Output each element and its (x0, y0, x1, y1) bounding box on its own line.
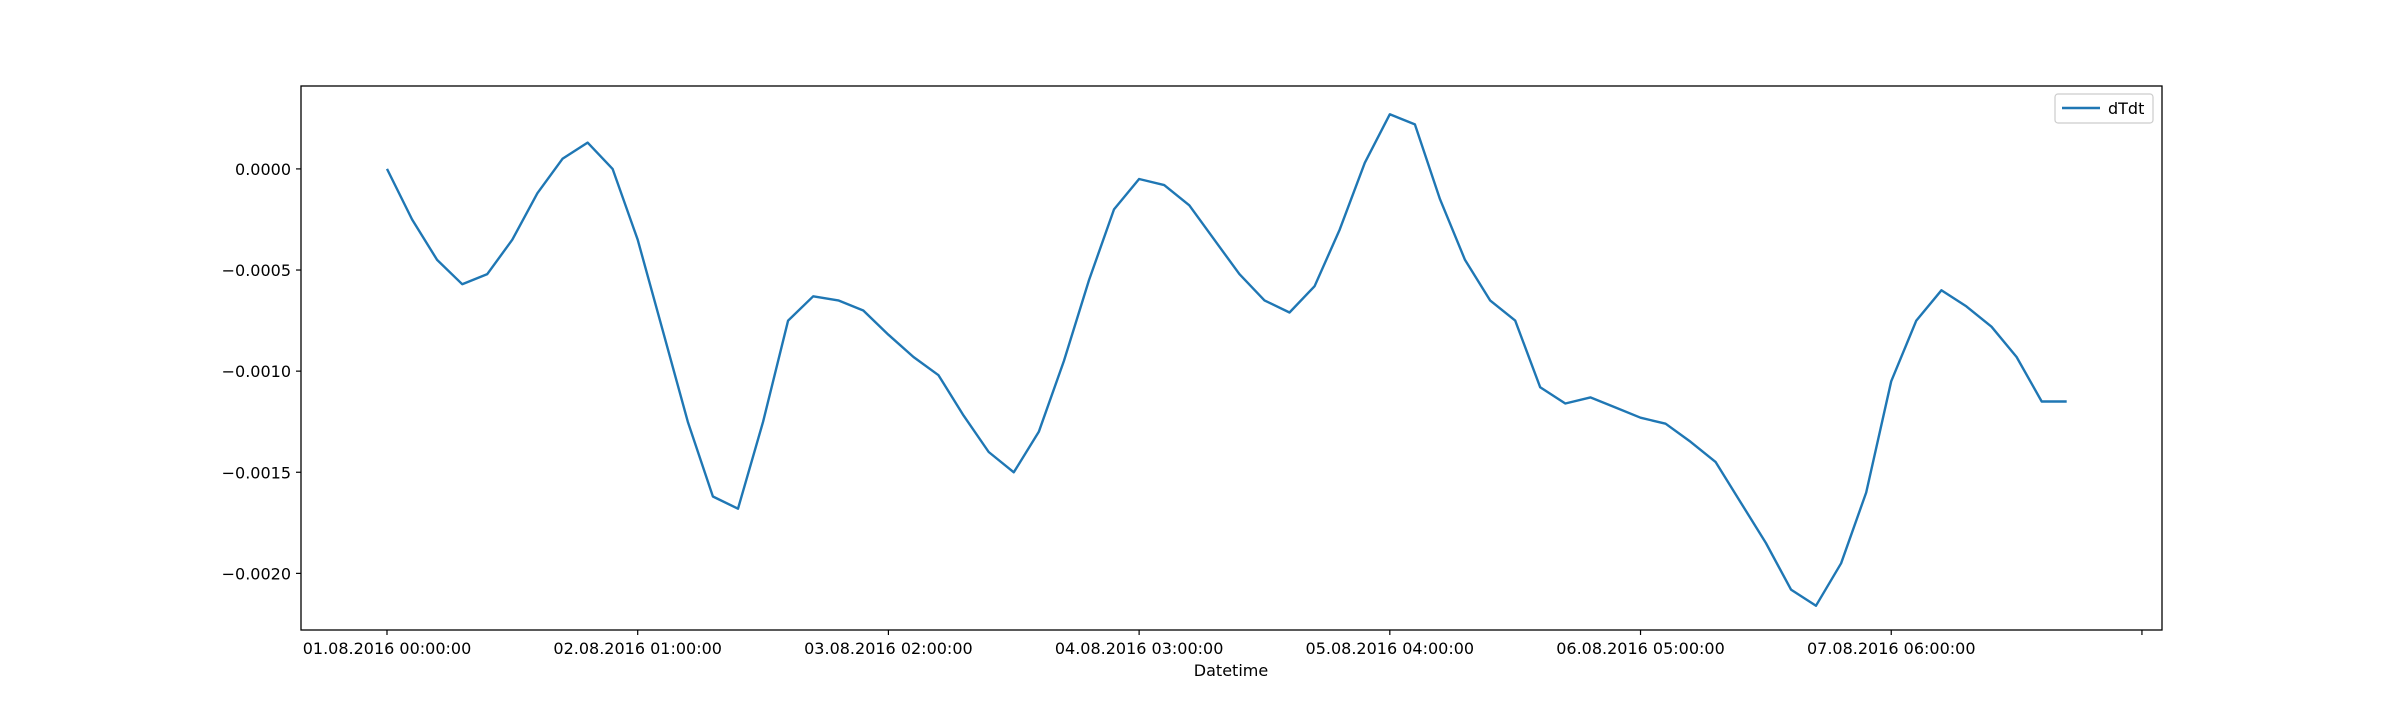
x-tick-label: 06.08.2016 05:00:00 (1556, 639, 1725, 658)
legend: dTdt (2054, 93, 2154, 124)
legend-box (2054, 93, 2154, 124)
x-tick-label: 01.08.2016 00:00:00 (303, 639, 472, 658)
x-axis: 01.08.2016 00:00:00 02.08.2016 01:00:00 03… (303, 630, 2143, 658)
x-tick-label: 04.08.2016 03:00:00 (1055, 639, 1224, 658)
series-line-dTdt (385, 113, 2067, 607)
y-axis: −0.0020 −0.0015 −0.0010 −0.0005 0.0000 (222, 160, 301, 583)
x-tick-label: 03.08.2016 02:00:00 (804, 639, 973, 658)
x-tick-label: 07.08.2016 06:00:00 (1807, 639, 1976, 658)
y-tick-label: −0.0010 (222, 362, 291, 381)
x-axis-label: Datetime (1194, 661, 1268, 680)
y-tick-label: 0.0000 (235, 160, 291, 179)
y-tick-label: −0.0005 (222, 261, 291, 280)
y-tick-label: −0.0020 (222, 564, 291, 583)
plot-area (385, 113, 2067, 607)
axes-frame (300, 85, 2163, 631)
legend-entry-dtdt: dTdt (2108, 99, 2144, 118)
y-tick-label: −0.0015 (222, 463, 291, 482)
x-tick-label: 05.08.2016 04:00:00 (1306, 639, 1475, 658)
x-tick-label: 02.08.2016 01:00:00 (553, 639, 722, 658)
